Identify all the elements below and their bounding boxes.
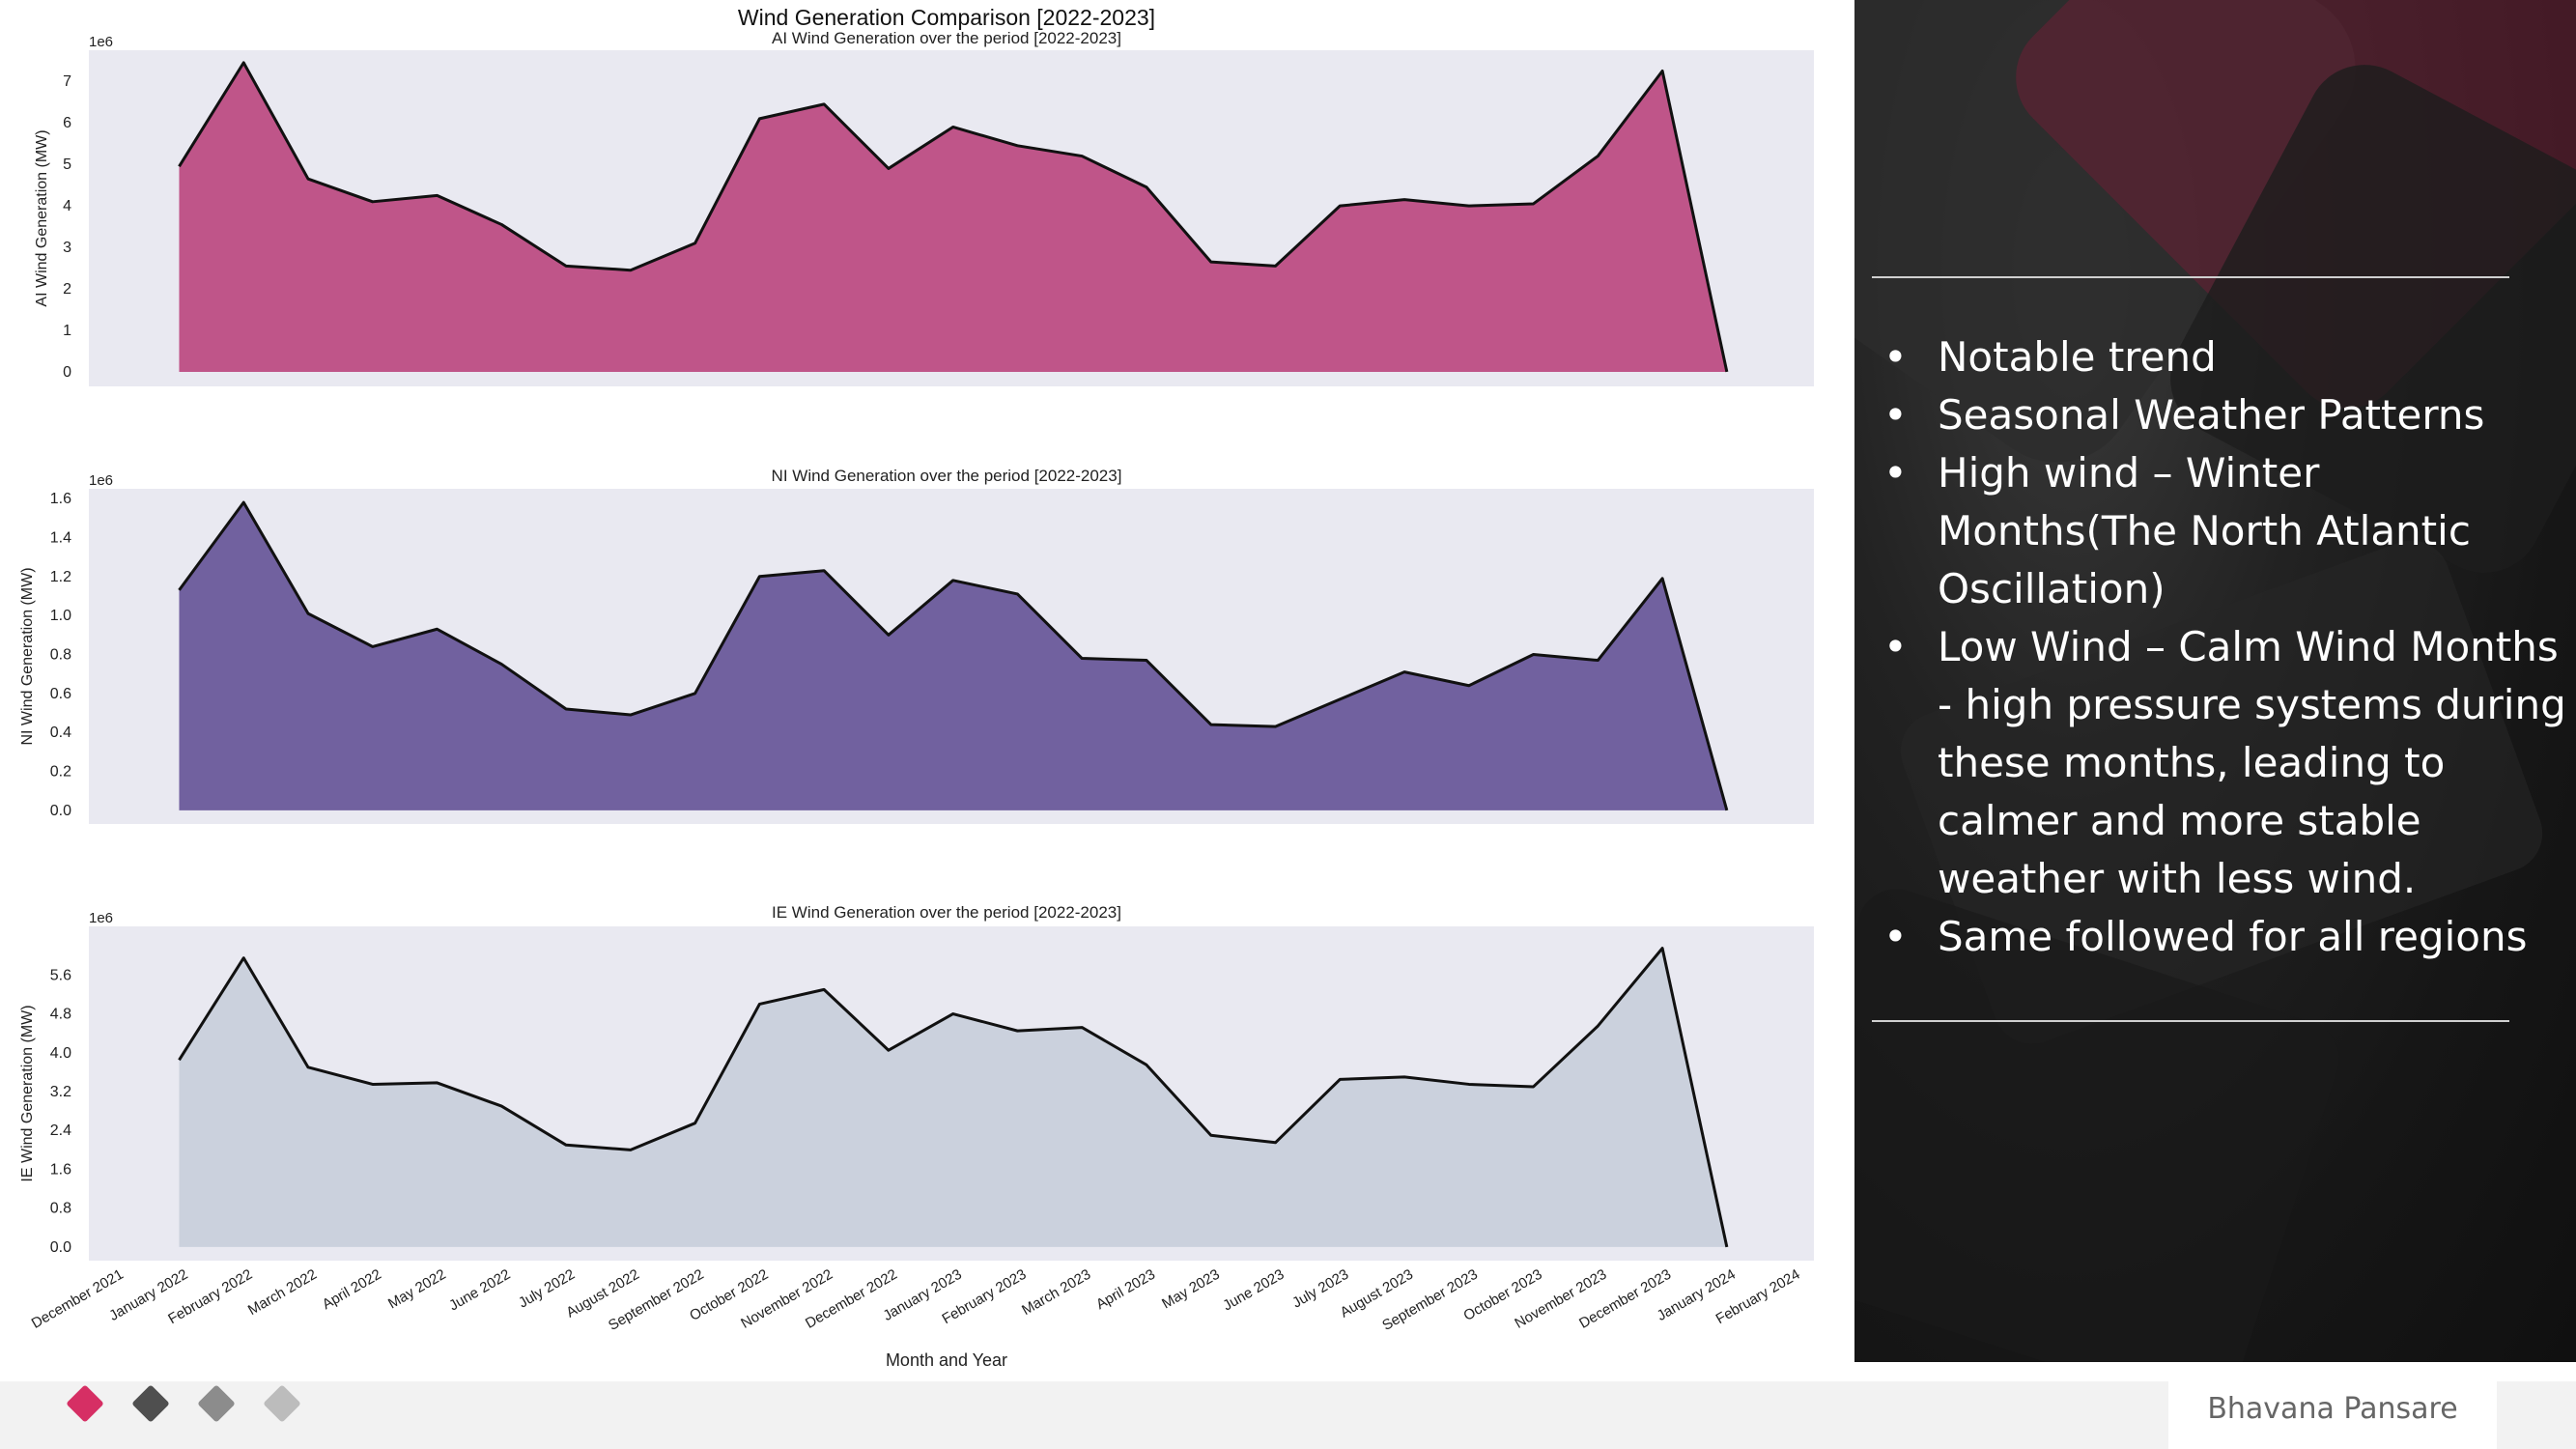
y-tick-label: 1.2 (50, 569, 71, 585)
y-tick-label: 6 (63, 115, 71, 131)
figure-suptitle: Wind Generation Comparison [2022-2023] (738, 5, 1155, 30)
author-name: Bhavana Pansare (2207, 1392, 2458, 1426)
y-tick-label: 2 (63, 281, 71, 298)
chart-panels: 0 1 2 3 4 5 6 7 1e6 AI Wind Generation over the p… (19, 29, 1814, 1261)
series-area (179, 62, 1727, 372)
y-axis-offset-label: 1e6 (89, 472, 113, 489)
y-tick-label: 5.6 (50, 967, 71, 983)
wind-generation-figure: Wind Generation Comparison [2022-2023] 0… (19, 5, 1814, 1370)
y-tick-label: 1.6 (50, 491, 71, 507)
note-item: • High wind – Winter Months(The North Atl… (1876, 444, 2571, 618)
note-item: • Low Wind – Calm Wind Months - high pres… (1876, 618, 2571, 908)
chart-panel-2: 0.0 0.2 0.4 0.6 0.8 1.0 1.2 1.4 1.6 1e6 NI Wind Ge… (19, 467, 1814, 824)
y-tick-label: 1.4 (50, 529, 71, 546)
panel-title: AI Wind Generation over the period [2022… (772, 29, 1121, 47)
y-tick-label: 7 (63, 73, 71, 90)
note-item: • Notable trend (1876, 328, 2571, 386)
series-area (179, 502, 1727, 810)
y-tick-label: 0.6 (50, 686, 71, 702)
x-tick-label: June 2022 (446, 1266, 513, 1315)
note-text: High wind – Winter Months(The North Atla… (1938, 449, 2471, 612)
panel-title: NI Wind Generation over the period [2022… (772, 467, 1122, 485)
y-tick-label: 4 (63, 198, 71, 214)
y-tick-label: 1.6 (50, 1161, 71, 1178)
note-text: Seasonal Weather Patterns (1938, 391, 2485, 439)
note-item: • Same followed for all regions (1876, 908, 2571, 966)
y-tick-label: 4.8 (50, 1007, 71, 1023)
y-tick-label: 3.2 (50, 1084, 71, 1100)
y-tick-label: 0.2 (50, 764, 71, 781)
note-text: Notable trend (1938, 333, 2217, 381)
bullet-icon: • (1883, 333, 1908, 381)
y-tick-label: 0.8 (50, 1201, 71, 1217)
chart-panel-1: 0 1 2 3 4 5 6 7 1e6 AI Wind Generation over the p… (34, 29, 1814, 386)
x-tick-label: April 2023 (1093, 1266, 1158, 1313)
bullet-icon: • (1883, 449, 1908, 497)
x-tick-label: May 2022 (385, 1266, 449, 1313)
divider-top (1872, 276, 2509, 278)
x-tick-label: December 2021 (29, 1266, 127, 1332)
y-tick-label: 0.0 (50, 1239, 71, 1256)
bullet-icon: • (1883, 623, 1908, 670)
y-tick-label: 0.4 (50, 724, 71, 741)
note-text: Same followed for all regions (1938, 913, 2528, 960)
x-tick-label: April 2022 (320, 1266, 384, 1313)
y-axis-offset-label: 1e6 (89, 910, 113, 926)
y-tick-label: 4.0 (50, 1045, 71, 1062)
series-area (179, 948, 1727, 1247)
bullet-icon: • (1883, 913, 1908, 960)
note-text: Low Wind – Calm Wind Months - high press… (1938, 623, 2566, 902)
panel-title: IE Wind Generation over the period [2022… (772, 903, 1121, 922)
x-axis-label: Month and Year (886, 1350, 1007, 1370)
y-tick-label: 5 (63, 156, 71, 173)
y-axis-label: NI Wind Generation (MW) (19, 567, 36, 745)
x-tick-label: May 2023 (1159, 1266, 1223, 1313)
y-tick-label: 1 (63, 323, 71, 339)
y-tick-label: 1.0 (50, 608, 71, 624)
y-tick-label: 0.0 (50, 803, 71, 819)
y-axis-label: IE Wind Generation (MW) (19, 1005, 36, 1181)
note-item: • Seasonal Weather Patterns (1876, 386, 2571, 444)
y-tick-label: 2.4 (50, 1122, 71, 1139)
y-tick-label: 3 (63, 240, 71, 256)
author-box: Bhavana Pansare (2168, 1377, 2497, 1449)
y-tick-label: 0.8 (50, 646, 71, 663)
y-axis-label: AI Wind Generation (MW) (34, 129, 50, 306)
divider-bottom (1872, 1020, 2509, 1022)
chart-panel-3: 0.0 0.8 1.6 2.4 3.2 4.0 4.8 5.6 1e6 IE Wind Gener… (19, 903, 1814, 1261)
footer-bar (0, 1381, 2576, 1449)
bullet-icon: • (1883, 391, 1908, 439)
x-tick-label: March 2022 (245, 1266, 320, 1319)
x-tick-label: March 2023 (1019, 1266, 1093, 1319)
notes-list: • Notable trend • Seasonal Weather Pattern… (1876, 328, 2571, 966)
notes-panel: • Notable trend • Seasonal Weather Pattern… (1854, 0, 2576, 1362)
y-axis-offset-label: 1e6 (89, 34, 113, 50)
y-tick-label: 0 (63, 364, 71, 381)
x-tick-label: June 2023 (1220, 1266, 1287, 1315)
